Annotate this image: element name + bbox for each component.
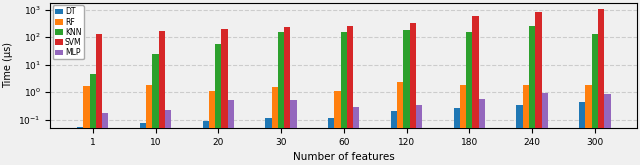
Bar	[529, 26, 535, 165]
Bar	[579, 102, 586, 165]
Bar	[586, 85, 592, 165]
Bar	[278, 32, 284, 165]
Bar	[203, 121, 209, 165]
Bar	[472, 16, 479, 165]
Bar	[535, 12, 541, 165]
Bar	[209, 91, 215, 165]
Bar	[479, 99, 485, 165]
Bar	[516, 105, 523, 165]
X-axis label: Number of features: Number of features	[293, 152, 395, 162]
Bar	[541, 93, 548, 165]
Bar	[334, 91, 340, 165]
Bar	[403, 31, 410, 165]
Bar	[291, 100, 297, 165]
Legend: DT, RF, KNN, SVM, MLP: DT, RF, KNN, SVM, MLP	[52, 5, 84, 59]
Bar	[159, 31, 165, 165]
Bar	[266, 118, 271, 165]
Bar	[90, 74, 96, 165]
Bar	[83, 86, 90, 165]
Bar	[598, 9, 604, 165]
Bar	[152, 54, 159, 165]
Bar	[228, 100, 234, 165]
Bar	[221, 29, 228, 165]
Bar	[96, 34, 102, 165]
Bar	[592, 34, 598, 165]
Bar	[328, 118, 334, 165]
Bar	[140, 123, 146, 165]
Bar	[347, 26, 353, 165]
Bar	[77, 127, 83, 165]
Bar	[146, 85, 152, 165]
Bar	[604, 94, 611, 165]
Bar	[271, 87, 278, 165]
Bar	[165, 110, 171, 165]
Bar	[353, 107, 360, 165]
Bar	[284, 27, 291, 165]
Bar	[466, 32, 472, 165]
Y-axis label: Time (μs): Time (μs)	[3, 42, 13, 88]
Bar	[454, 108, 460, 165]
Bar	[523, 85, 529, 165]
Bar	[102, 113, 108, 165]
Bar	[416, 105, 422, 165]
Bar	[340, 32, 347, 165]
Bar	[215, 44, 221, 165]
Bar	[460, 85, 466, 165]
Bar	[391, 111, 397, 165]
Bar	[397, 82, 403, 165]
Bar	[410, 23, 416, 165]
